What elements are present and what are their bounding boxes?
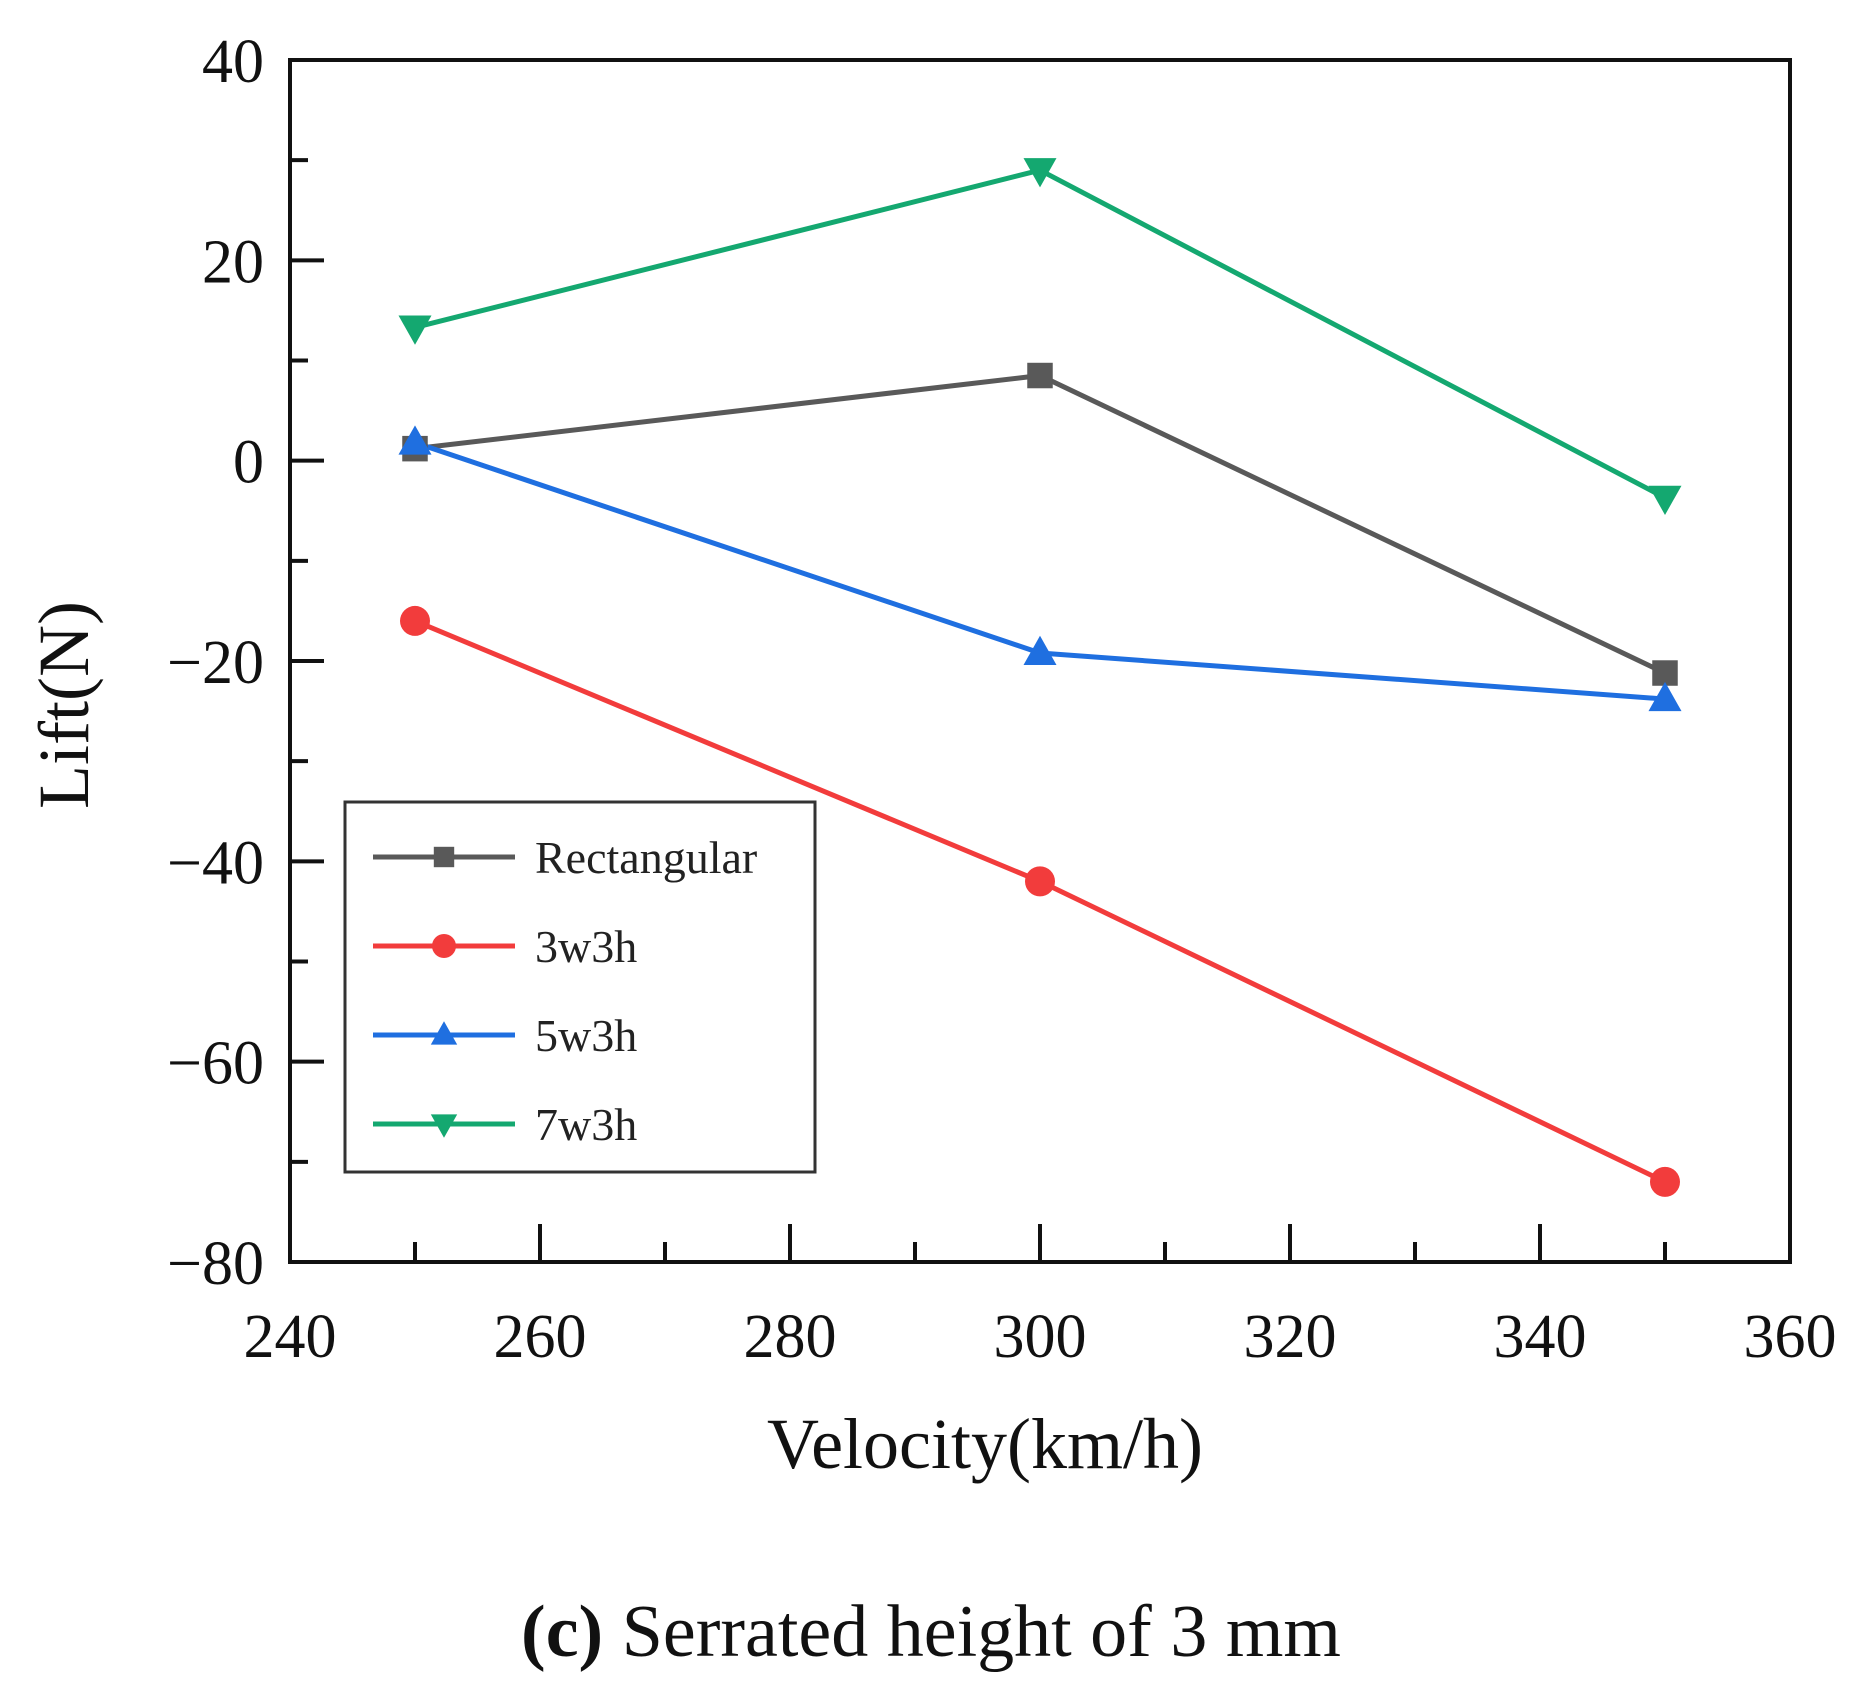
data-point-3w3h bbox=[1025, 866, 1055, 897]
x-tick-label: 300 bbox=[994, 1303, 1087, 1371]
y-tick-label: −40 bbox=[167, 829, 264, 897]
series-line-7w3h bbox=[414, 167, 1667, 500]
legend-label-7w3h: 7w3h bbox=[535, 1099, 637, 1150]
legend-label-rectangular: Rectangular bbox=[535, 832, 757, 883]
series-line-rectangular bbox=[414, 373, 1667, 676]
data-point-3w3h bbox=[400, 605, 430, 636]
data-point-5w3h bbox=[1023, 635, 1057, 665]
y-tick-label: −80 bbox=[167, 1230, 264, 1298]
x-tick-label: 280 bbox=[744, 1303, 837, 1371]
y-tick-label: −20 bbox=[167, 629, 264, 697]
axes-frame-group bbox=[288, 58, 1792, 1264]
legend-box bbox=[343, 800, 817, 1174]
y-axis-title: Lift(N) bbox=[24, 601, 104, 809]
data-point-3w3h bbox=[1650, 1166, 1680, 1197]
legend-marker-3w3h bbox=[432, 934, 456, 958]
legend-marker-7w3h bbox=[430, 1114, 458, 1138]
data-point-7w3h bbox=[1648, 485, 1682, 515]
caption-label: (c) bbox=[521, 1591, 604, 1673]
x-tick-label: 340 bbox=[1494, 1303, 1587, 1371]
caption-text: Serrated height of 3 mm bbox=[603, 1591, 1341, 1673]
data-point-7w3h bbox=[398, 315, 432, 345]
y-tick-label: 0 bbox=[233, 429, 264, 497]
data-point-5w3h bbox=[1648, 681, 1682, 712]
tick-labels-group: 240 260 280 300 320 340 360 40 20 0 −20 −40 −60 −80 bbox=[167, 28, 1836, 1371]
x-axis-title: Velocity(km/h) bbox=[767, 1404, 1203, 1484]
series-group bbox=[398, 158, 1682, 1197]
legend-label-3w3h: 3w3h bbox=[535, 921, 637, 972]
legend-marker-rectangular bbox=[433, 846, 455, 868]
data-point-rectangular bbox=[1652, 660, 1678, 686]
x-tick-label: 240 bbox=[244, 1303, 337, 1371]
data-point-7w3h bbox=[1023, 158, 1057, 188]
x-tick-label: 360 bbox=[1744, 1303, 1837, 1371]
figure-caption: (c) Serrated height of 3 mm bbox=[0, 1590, 1862, 1675]
data-point-rectangular bbox=[1027, 362, 1053, 389]
y-tick-label: 20 bbox=[202, 228, 264, 296]
legend: Rectangular 3w3h 5w3h 7w3h bbox=[343, 800, 817, 1174]
legend-marker-5w3h bbox=[430, 1021, 458, 1045]
x-tick-label: 260 bbox=[494, 1303, 587, 1371]
chart: 240 260 280 300 320 340 360 40 20 0 −20 −40 −60 −80 V… bbox=[24, 28, 1837, 1484]
legend-label-5w3h: 5w3h bbox=[535, 1010, 637, 1061]
data-point-5w3h bbox=[398, 425, 432, 455]
y-tick-label: −60 bbox=[167, 1030, 264, 1098]
x-tick-label: 320 bbox=[1244, 1303, 1337, 1371]
y-tick-label: 40 bbox=[202, 28, 264, 96]
